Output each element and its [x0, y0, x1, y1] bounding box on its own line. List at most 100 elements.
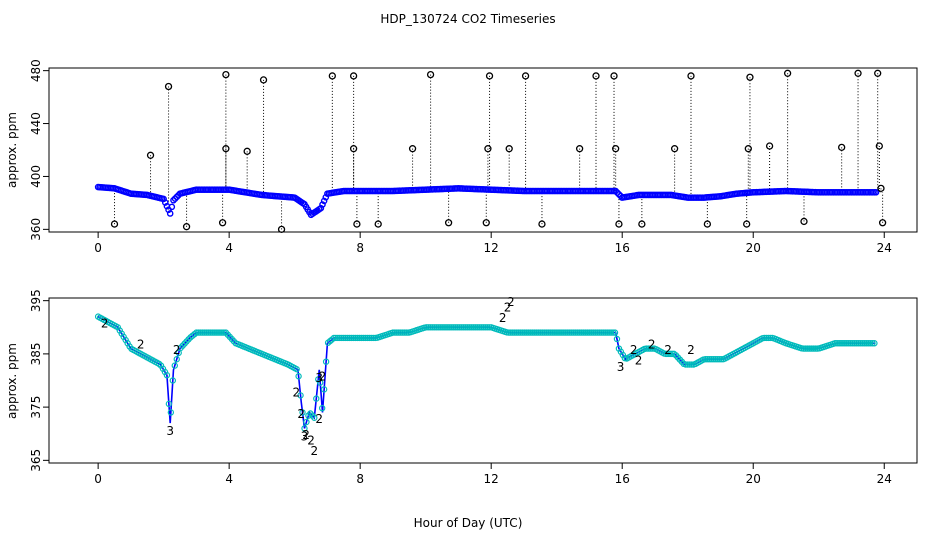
outlier-point	[349, 145, 358, 153]
main-series-point	[458, 324, 465, 331]
baseline-point	[872, 189, 880, 196]
bottom-axes: 0 4 8 12 16 20 24 365 375 385 395	[29, 289, 892, 486]
main-series-point	[336, 334, 344, 342]
main-series-point	[582, 329, 589, 336]
series-2-label: 2	[319, 370, 327, 384]
bottom-x-tick-label: 20	[746, 472, 761, 486]
outlier-point	[328, 72, 336, 80]
main-series-point	[466, 324, 473, 331]
main-series-point	[763, 334, 770, 342]
main-series-point	[765, 334, 772, 342]
main-series-point	[171, 362, 178, 369]
outlier-point	[592, 72, 600, 80]
main-series-point	[861, 340, 868, 347]
main-series-point	[869, 340, 876, 347]
main-series-point	[364, 334, 371, 342]
main-series-point	[297, 392, 304, 399]
bottom-y-tick-label: 395	[29, 289, 43, 312]
baseline-point	[320, 197, 328, 205]
series-2-label: 2	[137, 338, 145, 352]
main-series-point	[354, 334, 361, 342]
main-series-point	[558, 329, 566, 336]
main-series-point	[332, 334, 340, 342]
top-x-tick-label: 16	[615, 241, 630, 255]
main-series-point	[208, 329, 216, 336]
main-series-point	[833, 340, 841, 347]
outlier-point	[164, 82, 173, 91]
main-series-point	[397, 329, 404, 336]
main-series-point	[320, 386, 328, 393]
main-series-point	[450, 324, 458, 331]
main-series-point	[362, 334, 369, 342]
main-series-point	[806, 345, 813, 352]
main-series-point	[295, 373, 302, 380]
outlier-point	[182, 223, 191, 231]
outlier-point	[482, 219, 490, 227]
series-3-label: 3	[617, 360, 625, 374]
main-series-point	[611, 329, 619, 336]
main-series-point	[859, 340, 866, 347]
outlier-point	[222, 70, 230, 79]
main-series-point	[440, 324, 448, 331]
main-series-point	[857, 340, 864, 347]
main-series-point	[804, 345, 811, 352]
outlier-point	[687, 72, 695, 80]
outlier-point	[484, 145, 492, 153]
main-series-point	[370, 334, 377, 342]
series-2-label: 2	[315, 412, 323, 426]
bottom-panel-y-label: approx. ppm	[5, 343, 19, 419]
main-series-point	[527, 329, 534, 336]
main-series-point	[586, 329, 593, 336]
main-series-point	[537, 329, 544, 336]
baseline-point	[168, 203, 176, 211]
main-series-point	[867, 340, 874, 347]
main-series-point	[847, 340, 855, 347]
main-series-point	[299, 409, 306, 416]
main-series-point	[574, 329, 581, 336]
outlier-point	[746, 73, 754, 81]
main-series-point	[432, 324, 440, 331]
outlier-point	[277, 225, 286, 234]
main-series-point	[802, 345, 809, 352]
top-axes: 0 4 8 12 16 20 24 360 400 440 480	[29, 59, 892, 255]
bottom-panel: approx. ppm 0 4 8 12 16 20 24 365 375 385 395 3 3 3 3…	[5, 289, 918, 486]
series-2-label: 2	[635, 354, 643, 368]
main-series-point	[710, 356, 717, 363]
main-series-point	[438, 324, 446, 331]
series-2-label: 2	[664, 343, 672, 357]
main-series-point	[539, 329, 546, 336]
main-series-point	[452, 324, 460, 331]
baseline-point	[317, 204, 325, 212]
baseline-point	[173, 193, 181, 201]
outlier-point	[765, 142, 774, 150]
main-series-point	[533, 329, 540, 336]
main-series-point	[594, 329, 601, 336]
top-x-tick-label: 0	[94, 241, 102, 255]
series-2-label: 2	[687, 343, 695, 357]
main-series-point	[204, 329, 212, 336]
main-series-point	[761, 334, 768, 342]
main-series-point	[600, 329, 607, 336]
outlier-point	[353, 220, 361, 228]
main-series-point	[712, 356, 719, 363]
main-series-point	[605, 329, 613, 336]
outlier-point	[854, 69, 862, 77]
main-series-point	[837, 340, 845, 347]
main-series-point	[841, 340, 849, 347]
main-series-point	[609, 329, 617, 336]
bottom-x-tick-label: 24	[877, 472, 892, 486]
series-2-label: 2	[297, 407, 305, 421]
main-series-point	[199, 329, 206, 336]
main-series-point	[401, 329, 408, 336]
main-series-point	[480, 324, 487, 331]
bottom-x-tick-label: 16	[615, 472, 630, 486]
main-series-point	[391, 329, 399, 336]
outlier-point	[259, 76, 268, 84]
outlier-point	[703, 220, 712, 228]
main-series-point	[434, 324, 442, 331]
main-series-point	[800, 345, 807, 352]
series-2-label: 2	[499, 311, 507, 325]
outlier-point	[743, 220, 751, 228]
main-series-point	[601, 329, 609, 336]
main-series-point	[552, 329, 560, 336]
